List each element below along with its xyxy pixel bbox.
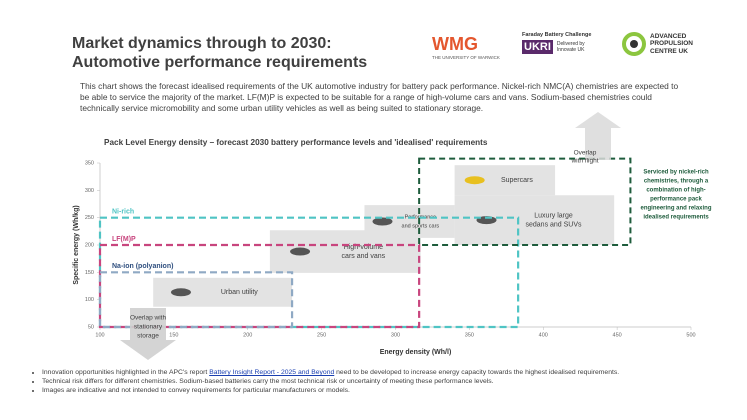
- report-link[interactable]: Battery Insight Report - 2025 and Beyond: [209, 369, 335, 376]
- overlap-arrow: [575, 112, 621, 160]
- overlap-label: storage: [137, 333, 159, 340]
- apc: PROPULSION: [650, 40, 693, 48]
- segment-label: and sports cars: [402, 223, 440, 229]
- bullet: Images are indicative and not intended t…: [42, 386, 747, 395]
- idealised-note: engineering and relaxing: [640, 206, 711, 212]
- bullet-text: need to be developed to increase energy …: [334, 369, 620, 376]
- x-tick-label: 400: [539, 332, 548, 338]
- region-label: Ni-rich: [112, 209, 134, 216]
- bullet-text: Innovation opportunities highlighted in …: [42, 369, 210, 376]
- overlap-label: Overlap with: [130, 315, 167, 322]
- region-label: LF(M)P: [112, 236, 136, 243]
- innovate: Innovate UK: [556, 47, 585, 53]
- apc: ADVANCED: [650, 32, 687, 40]
- y-axis-label: Specific energy (Wh/kg): [73, 205, 80, 284]
- segment-label: High-volume: [344, 244, 383, 251]
- x-tick-label: 450: [613, 332, 622, 338]
- title-line: Market dynamics through to 2030:: [72, 35, 332, 52]
- apc: CENTRE UK: [650, 47, 688, 55]
- title-line: Automotive performance requirements: [72, 54, 368, 71]
- y-tick-label: 350: [85, 160, 94, 166]
- faraday-logo: Faraday Battery Challenge UKRI Delivered…: [522, 32, 602, 54]
- bullets: Innovation opportunities highlighted in …: [30, 368, 747, 395]
- segment-label: Urban utility: [221, 289, 258, 296]
- y-tick-label: 50: [88, 324, 94, 330]
- segment-label: Supercars: [501, 177, 533, 184]
- segment-label: cars and vans: [342, 253, 386, 260]
- idealised-note: performance pack: [650, 197, 702, 203]
- idealised-note: combination of high-: [646, 188, 705, 194]
- x-tick-label: 150: [169, 332, 178, 338]
- y-tick-label: 300: [85, 188, 94, 194]
- x-tick-label: 100: [95, 332, 104, 338]
- apc-logo: ADVANCED PROPULSION CENTRE UK: [622, 32, 693, 56]
- idealised-note: Serviced by nickel-rich: [643, 170, 709, 176]
- wmg: WMG: [432, 34, 478, 54]
- bullet: Technical risk differs for different che…: [42, 377, 747, 386]
- innovate: Delivered by: [556, 41, 585, 47]
- idealised-region: [418, 157, 632, 246]
- ukri: UKRI: [522, 40, 553, 54]
- overlap-label: stationary: [134, 324, 163, 331]
- x-tick-label: 200: [243, 332, 252, 338]
- x-tick-label: 350: [465, 332, 474, 338]
- x-axis-label: Energy density (Wh/l): [380, 349, 452, 356]
- x-tick-label: 250: [317, 332, 326, 338]
- faraday: Faraday Battery Challenge: [522, 32, 592, 38]
- segment-label: Luxury large: [534, 212, 573, 219]
- chemistry-region: [98, 271, 294, 329]
- idealised-note: chemistries, through a: [644, 179, 709, 185]
- chart-title: Pack Level Energy density – forecast 203…: [104, 138, 488, 147]
- idealised-note: idealised requirements: [643, 215, 709, 221]
- slide-title: Market dynamics through to 2030: Automoti…: [72, 34, 367, 72]
- chart: Pack Level Energy density – forecast 203…: [73, 112, 712, 360]
- wmg-logo: WMG THE UNIVERSITY OF WARWICK: [432, 34, 500, 60]
- bullet: Innovation opportunities highlighted in …: [42, 368, 747, 377]
- x-tick-label: 500: [686, 332, 695, 338]
- overlap-label: with flight: [570, 158, 598, 165]
- y-tick-label: 200: [85, 242, 94, 248]
- segment-label: sedans and SUVs: [526, 221, 583, 228]
- apc-mark: [622, 32, 646, 56]
- x-tick-label: 300: [391, 332, 400, 338]
- y-tick-label: 250: [85, 215, 94, 221]
- vehicle-icon: [170, 288, 191, 297]
- vehicle-icon: [290, 247, 311, 256]
- chemistry-region: [98, 216, 520, 329]
- y-tick-label: 150: [85, 270, 94, 276]
- region-label: Na-ion (polyanion): [112, 263, 173, 270]
- vehicle-icon: [372, 217, 393, 226]
- intro-text: This chart shows the forecast idealised …: [80, 81, 679, 113]
- y-tick-label: 100: [85, 297, 94, 303]
- warwick: THE UNIVERSITY OF WARWICK: [432, 55, 500, 60]
- overlap-arrow: [120, 308, 176, 360]
- vehicle-icon: [464, 176, 485, 185]
- overlap-label: Overlap: [574, 150, 597, 157]
